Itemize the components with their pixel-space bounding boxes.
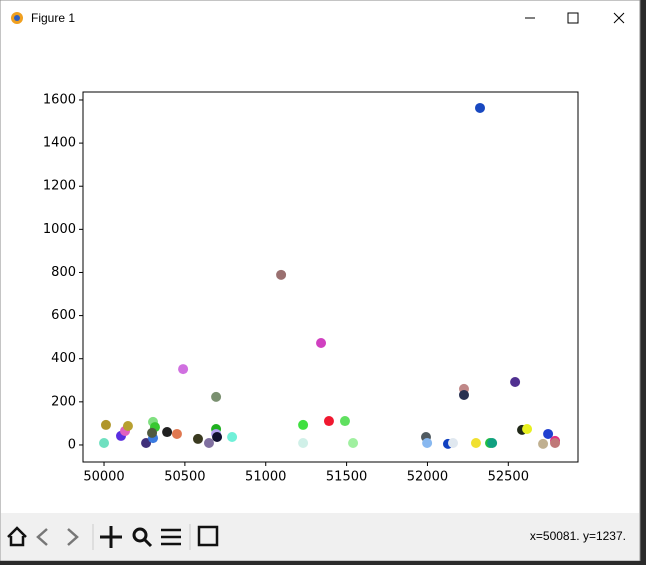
y-tick-label: 1200 [43,179,76,194]
point [141,438,152,449]
point [538,438,549,449]
save-button[interactable] [197,525,219,547]
plot: 50000 50500 51000 51500 52000 52500 0 200 400 600… [43,92,561,485]
point [99,438,110,449]
status-text: x=50081. y=1237. [530,529,626,543]
y-tick-label: 600 [51,308,76,323]
point [298,419,309,430]
y-tick-label: 1600 [43,92,76,107]
point [543,428,554,439]
y-tick-label: 0 [68,437,76,452]
point [178,364,189,375]
point [298,438,309,449]
axes-frame [82,91,579,463]
point [447,438,458,449]
point [550,438,561,449]
point [422,438,433,449]
point [522,424,533,435]
x-tick-label: 52500 [488,470,529,485]
forward-button[interactable] [67,528,79,546]
point [475,102,486,113]
point [122,420,133,431]
point [316,337,327,348]
point [147,427,158,438]
y-tick-label: 1000 [43,222,76,237]
back-button[interactable] [36,528,48,546]
y-tick-label: 800 [51,265,76,280]
point [458,389,469,400]
app-icon [11,12,23,24]
zoom-button[interactable] [132,527,153,548]
point [100,419,111,430]
maximize-button[interactable] [567,12,579,24]
x-tick-label: 52000 [407,470,448,485]
point [162,427,173,438]
point [192,433,203,444]
y-tick-label: 200 [51,394,76,409]
point [323,416,334,427]
point [339,416,350,427]
point [212,431,223,442]
point [487,438,498,449]
x-tick-label: 51500 [326,470,367,485]
point [203,438,214,449]
x-tick-label: 50000 [83,470,124,485]
point [227,431,238,442]
toolbar-icons [7,524,219,550]
x-tick-label: 51000 [245,470,286,485]
point [348,438,359,449]
window-title: Figure 1 [31,11,75,25]
home-button[interactable] [7,526,27,547]
pan-button[interactable] [100,526,122,548]
point [171,428,182,439]
y-tick-label: 400 [51,351,76,366]
point [276,269,287,280]
x-tick-label: 50500 [164,470,205,485]
close-button[interactable] [613,12,625,24]
y-tick-label: 1400 [43,136,76,151]
point [510,377,521,388]
point [211,391,222,402]
configure-button[interactable] [161,528,181,546]
point [470,438,481,449]
